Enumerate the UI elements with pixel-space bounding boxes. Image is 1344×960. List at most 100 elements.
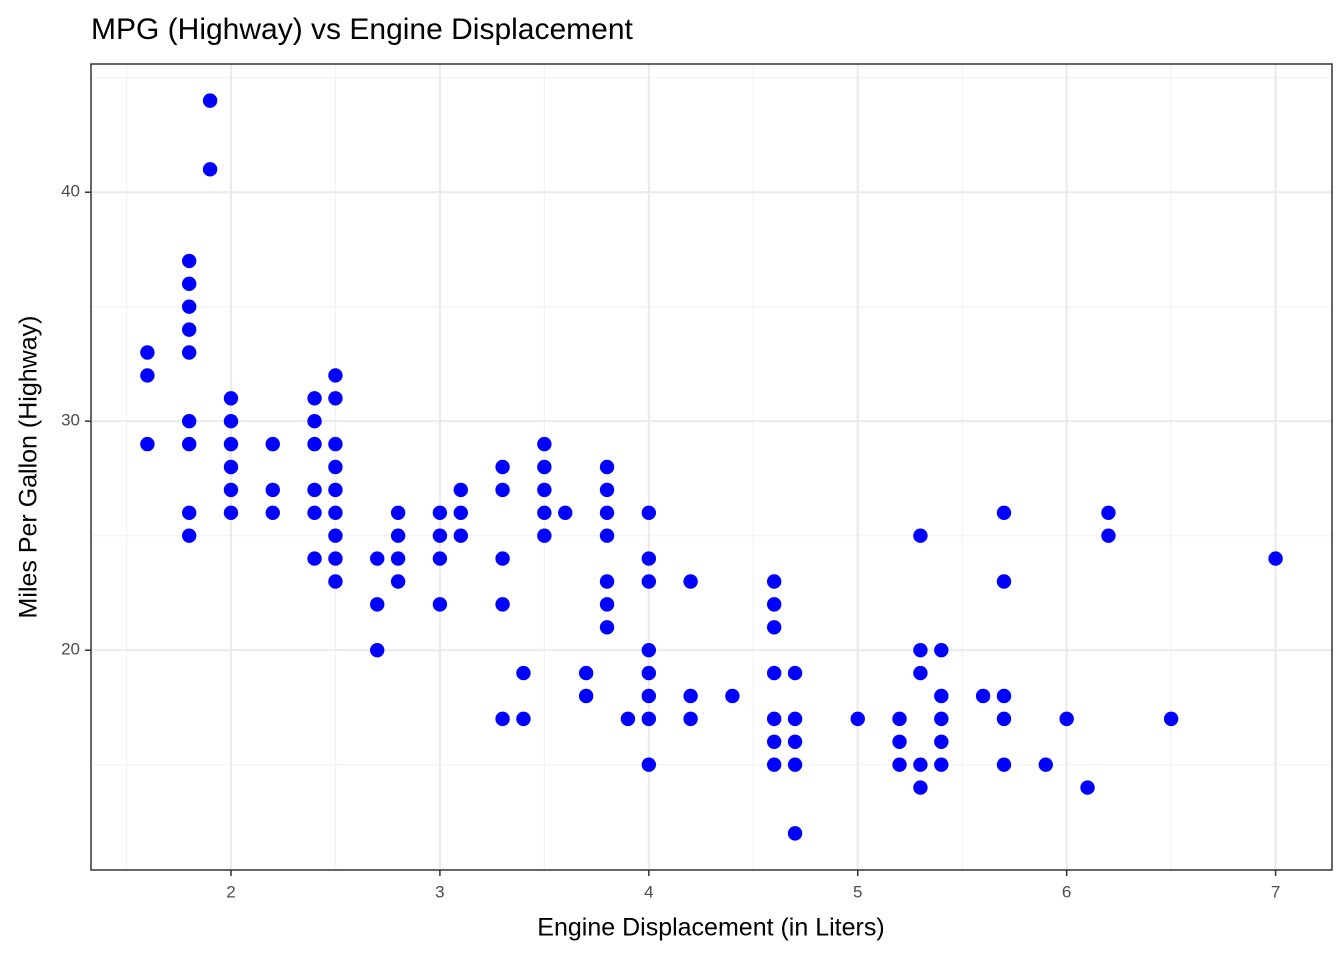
- point: [223, 482, 239, 498]
- point: [307, 414, 322, 429]
- point: [683, 711, 698, 727]
- x-tick-label: 4: [644, 882, 653, 901]
- point: [599, 482, 615, 498]
- point: [181, 528, 197, 543]
- point: [202, 162, 218, 177]
- point: [390, 574, 406, 589]
- point: [599, 620, 615, 635]
- point: [641, 688, 657, 704]
- point: [370, 551, 385, 566]
- point: [516, 665, 531, 681]
- point: [913, 642, 928, 658]
- point: [1101, 528, 1116, 543]
- y-tick-label: 20: [61, 640, 80, 659]
- point: [934, 642, 949, 658]
- point: [641, 574, 657, 589]
- point: [892, 734, 907, 749]
- point: [495, 551, 510, 566]
- point: [328, 459, 343, 475]
- point: [725, 688, 740, 704]
- point: [892, 711, 907, 727]
- point: [787, 757, 803, 772]
- point: [328, 368, 343, 383]
- point: [578, 688, 594, 704]
- point: [495, 459, 510, 475]
- chart-title: MPG (Highway) vs Engine Displacement: [91, 13, 634, 46]
- point: [223, 391, 239, 406]
- point: [766, 574, 782, 589]
- point: [599, 459, 615, 475]
- point: [620, 711, 636, 727]
- point: [328, 551, 343, 566]
- point: [850, 711, 865, 727]
- point: [1101, 505, 1116, 520]
- point: [641, 665, 657, 681]
- point: [432, 597, 448, 612]
- point: [328, 528, 343, 543]
- point: [641, 505, 657, 520]
- point: [223, 459, 239, 475]
- point: [934, 757, 949, 772]
- point: [307, 391, 322, 406]
- point: [432, 505, 448, 520]
- point: [181, 299, 197, 314]
- x-tick-label: 7: [1271, 882, 1280, 901]
- point: [996, 757, 1012, 772]
- point: [453, 505, 468, 520]
- point: [390, 528, 406, 543]
- point: [787, 665, 803, 681]
- point: [1038, 757, 1053, 772]
- point: [766, 665, 782, 681]
- point: [328, 436, 343, 452]
- point: [558, 505, 573, 520]
- point: [537, 505, 552, 520]
- point: [223, 505, 239, 520]
- point: [181, 253, 197, 269]
- x-tick-label: 6: [1062, 882, 1071, 901]
- point: [537, 528, 552, 543]
- point: [181, 345, 197, 360]
- point: [390, 551, 406, 566]
- point: [202, 93, 218, 108]
- point: [328, 505, 343, 520]
- y-axis-title: Miles Per Gallon (Highway): [15, 316, 43, 619]
- point: [328, 574, 343, 589]
- point: [934, 711, 949, 727]
- point: [913, 780, 928, 795]
- point: [432, 528, 448, 543]
- point: [181, 505, 197, 520]
- point: [537, 436, 552, 452]
- point: [432, 551, 448, 566]
- point: [307, 482, 322, 498]
- point: [328, 482, 343, 498]
- x-tick-label: 3: [435, 882, 444, 901]
- y-tick-label: 30: [61, 411, 80, 430]
- point: [641, 711, 657, 727]
- point: [370, 597, 385, 612]
- point: [934, 688, 949, 704]
- point: [223, 414, 239, 429]
- point: [996, 688, 1012, 704]
- point: [996, 711, 1012, 727]
- point: [641, 757, 657, 772]
- point: [140, 436, 155, 452]
- point: [787, 734, 803, 749]
- point: [683, 574, 698, 589]
- point: [181, 322, 197, 337]
- point: [913, 528, 928, 543]
- y-tick-label: 40: [61, 182, 80, 201]
- point: [766, 711, 782, 727]
- x-tick-label: 2: [226, 882, 235, 901]
- point: [975, 688, 991, 704]
- point: [599, 597, 615, 612]
- point: [495, 711, 510, 727]
- point: [181, 414, 197, 429]
- point: [328, 391, 343, 406]
- point: [599, 505, 615, 520]
- point: [453, 482, 468, 498]
- point: [996, 505, 1012, 520]
- point: [516, 711, 531, 727]
- point: [181, 276, 197, 292]
